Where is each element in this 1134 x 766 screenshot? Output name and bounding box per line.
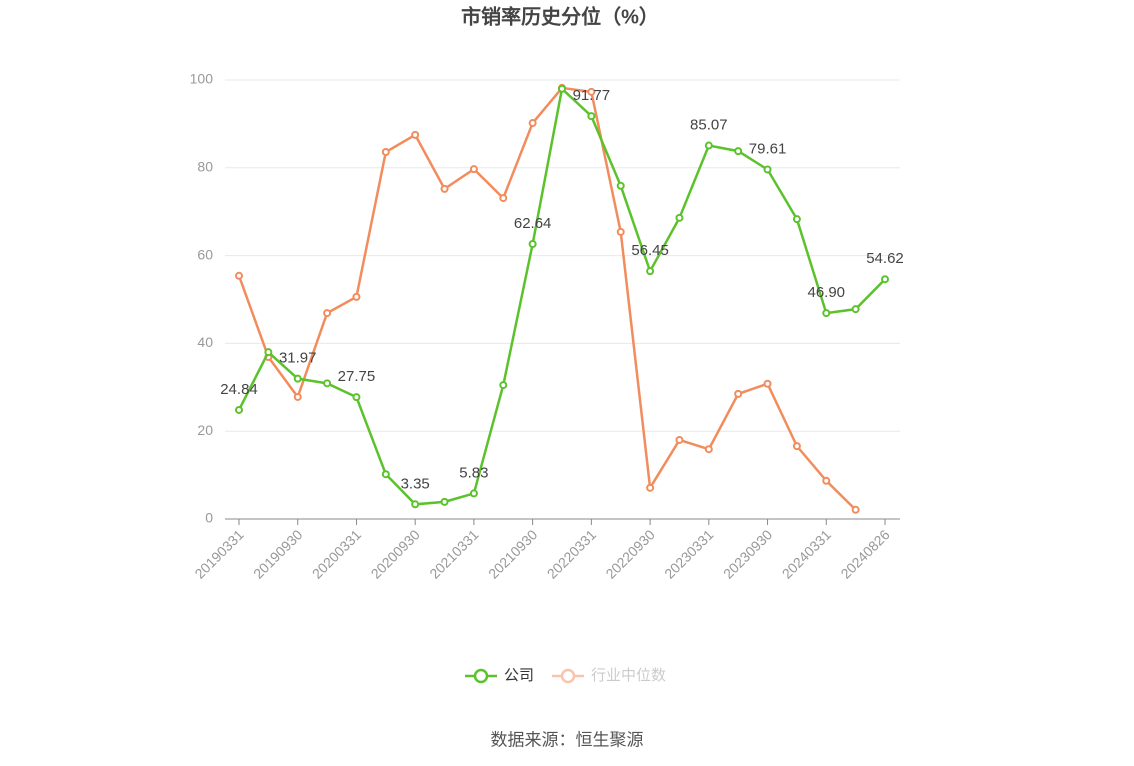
legend-label: 行业中位数 [591,667,666,684]
data-label: 46.90 [807,284,845,301]
data-label: 24.84 [220,381,258,398]
data-point [499,381,508,390]
y-tick-label: 0 [205,510,213,526]
data-point [293,374,302,383]
legend-item[interactable]: 公司 [465,667,534,684]
x-tick-label: 20240331 [779,526,835,582]
data-point [293,392,302,401]
data-point [235,271,243,280]
data-label: 85.07 [690,117,728,134]
x-tick-label: 20210930 [485,526,541,582]
data-point [352,292,361,301]
data-label: 5.83 [459,464,488,481]
data-point [587,87,596,96]
data-point [352,393,361,402]
series-line [237,86,886,506]
data-point [734,389,743,398]
x-tick-label: 20200930 [368,526,424,582]
legend-marker [473,668,489,684]
data-point [763,165,772,174]
legend: 公司 行业中位数 [465,667,666,684]
data-label: 62.64 [514,215,552,232]
data-point [792,442,801,451]
x-tick-label: 20210331 [426,526,482,582]
data-label: 54.62 [866,250,904,267]
x-tick-label: 20240826 [837,526,893,582]
data-point [646,483,655,492]
data-point [646,267,655,276]
data-point [235,405,243,414]
data-point [851,505,860,514]
legend-label: 公司 [504,667,534,684]
data-label: 3.35 [401,475,430,492]
data-point [675,435,684,444]
data-point [381,147,390,156]
data-point [469,165,478,174]
data-point [822,309,831,318]
chart-title: 市销率历史分位（%） [461,4,659,28]
x-tick-label: 20230331 [661,526,717,582]
x-tick-label: 20220331 [544,526,600,582]
x-tick-label: 20190331 [191,526,247,582]
data-label: 31.97 [279,350,317,367]
data-point [616,181,625,190]
data-point [528,119,537,128]
data-point [851,305,860,314]
data-point [558,84,566,93]
data-point [675,213,684,222]
data-point [411,130,420,139]
data-point [411,500,420,509]
data-point [587,112,596,121]
data-label: 27.75 [338,368,376,385]
y-tick-label: 20 [197,422,213,438]
data-point [323,379,332,388]
x-tick-label: 20200331 [309,526,365,582]
x-tick-label: 20230930 [720,526,776,582]
legend-marker [560,668,576,684]
x-tick-label: 20190930 [250,526,306,582]
data-point [528,240,537,249]
data-point [881,275,889,284]
y-tick-label: 40 [197,334,213,350]
y-tick-label: 100 [190,71,214,87]
data-point [822,476,831,485]
data-label: 79.61 [749,140,787,157]
source-note: 数据来源：恒生聚源 [491,730,644,749]
legend-item[interactable]: 行业中位数 [552,667,666,684]
y-tick-label: 60 [197,246,213,262]
data-point [469,489,478,498]
data-point [440,497,449,506]
data-point [323,309,332,318]
data-point [264,348,273,357]
x-tick-label: 20220930 [602,526,658,582]
y-tick-label: 80 [197,159,213,175]
series-line [237,86,857,511]
data-point [792,215,801,224]
data-point [499,194,508,203]
data-point [763,379,772,388]
data-label: 91.77 [573,87,611,104]
data-point [440,184,449,193]
data-point [616,227,625,236]
data-point [704,141,713,150]
data-point [381,470,390,479]
data-point [734,147,743,156]
data-label: 56.45 [631,242,669,259]
data-point [704,445,713,454]
